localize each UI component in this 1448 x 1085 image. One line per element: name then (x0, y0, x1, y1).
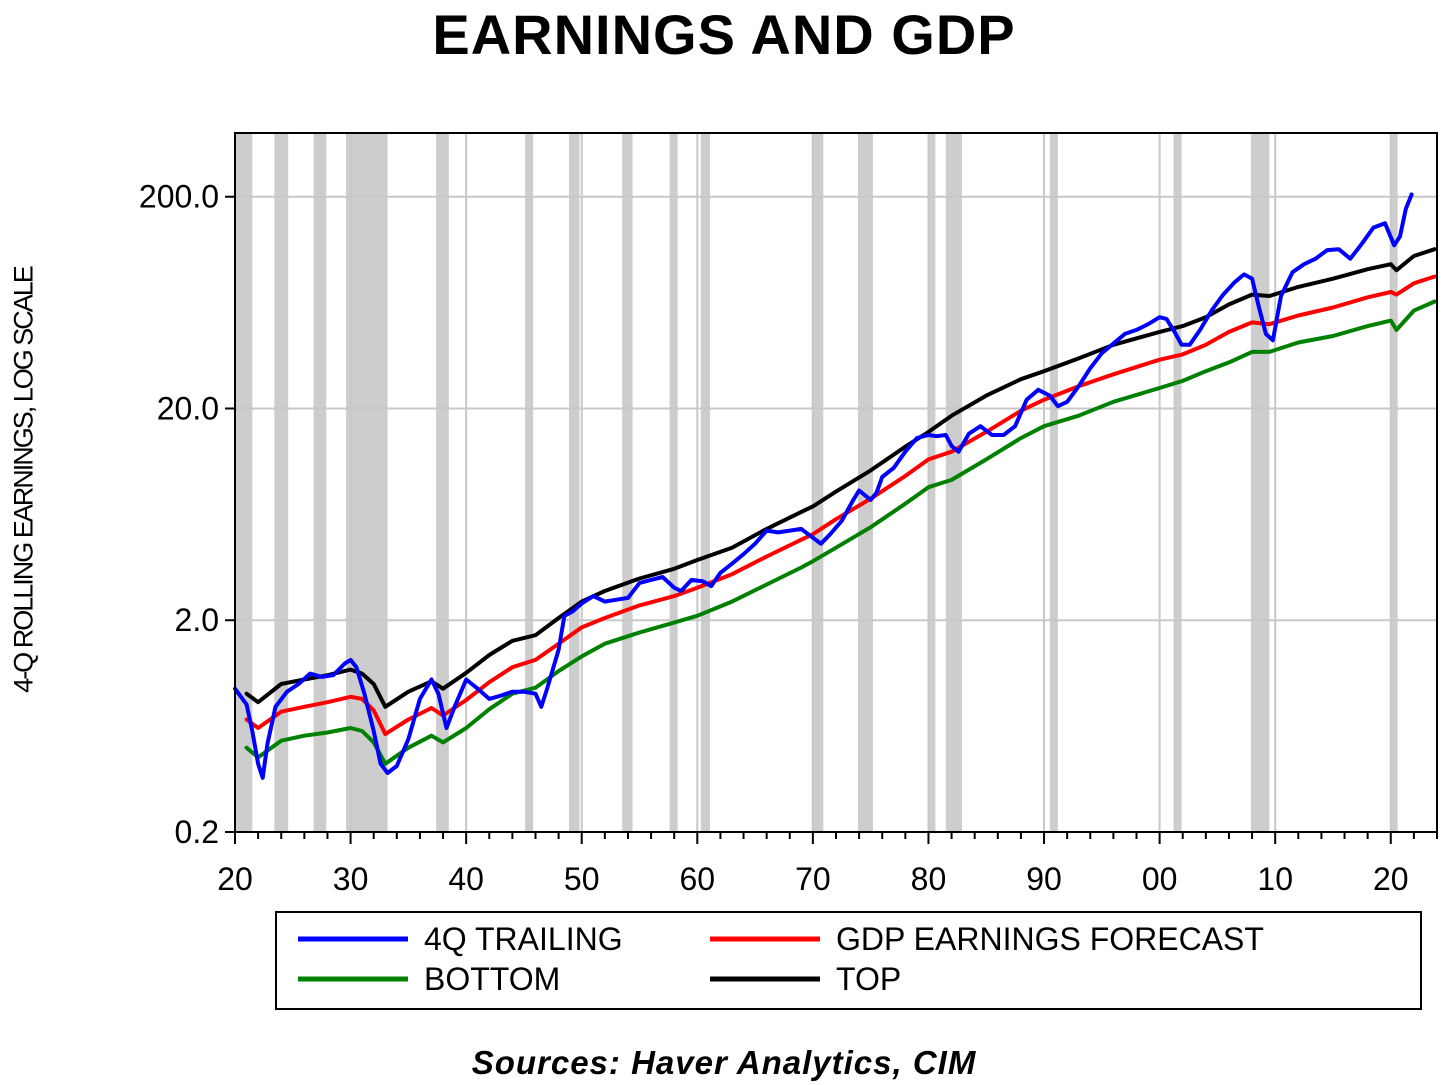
recession-band (700, 133, 711, 832)
recession-band (857, 133, 873, 832)
y-tick-label: 0.2 (175, 814, 219, 850)
legend: 4Q TRAILING GDP EARNINGS FORECAST BOTTOM TO… (275, 911, 1422, 1010)
recession-band (525, 133, 534, 832)
y-tick: 20.0 (157, 390, 235, 426)
series-line-gdp-earnings-forecast (244, 274, 1437, 737)
x-tick-label: 00 (1142, 861, 1178, 897)
y-tick-label: 200.0 (139, 179, 219, 215)
recession-band (622, 133, 633, 832)
series-line-4q-trailing (233, 192, 1414, 780)
recession-band (235, 133, 253, 832)
recession-bands (235, 133, 1398, 832)
recession-band (1173, 133, 1182, 832)
recession-band (945, 133, 962, 832)
x-tick-label: 80 (911, 861, 947, 897)
legend-box (275, 911, 1422, 1010)
y-tick-label: 20.0 (157, 390, 219, 426)
x-tick-label: 10 (1257, 861, 1293, 897)
legend-label: GDP EARNINGS FORECAST (836, 921, 1264, 957)
y-axis-ticks: 0.2 2.0 20.0 200.0 (139, 179, 235, 850)
x-tick-label: 70 (795, 861, 831, 897)
x-tick-label: 90 (1026, 861, 1062, 897)
legend-item: BOTTOM (298, 961, 560, 997)
recession-band (569, 133, 580, 832)
source-note: Sources: Haver Analytics, CIM (471, 1044, 977, 1081)
legend-label: BOTTOM (424, 961, 560, 997)
recession-band (811, 133, 824, 832)
y-tick: 2.0 (175, 602, 235, 638)
y-tick-label: 2.0 (175, 602, 219, 638)
recession-band (345, 133, 388, 832)
recession-band (1250, 133, 1270, 832)
x-tick-label: 20 (1373, 861, 1409, 897)
recession-band (436, 133, 449, 832)
x-tick-label: 40 (448, 861, 484, 897)
legend-item: TOP (710, 961, 901, 997)
recession-band (313, 133, 327, 832)
x-tick-label: 20 (217, 861, 253, 897)
series-line-top (244, 247, 1437, 709)
recession-band (669, 133, 678, 832)
y-tick: 200.0 (139, 179, 235, 215)
y-tick: 0.2 (175, 814, 235, 850)
recession-band (1049, 133, 1058, 832)
legend-item: 4Q TRAILING (298, 921, 623, 957)
recession-band (274, 133, 289, 832)
x-axis-ticks: 20 30 40 50 60 70 80 90 00 10 20 (217, 832, 1438, 897)
chart-title: EARNINGS AND GDP (432, 3, 1016, 66)
recession-band (928, 133, 936, 832)
x-tick-label: 30 (333, 861, 369, 897)
series-line-bottom (244, 299, 1437, 766)
legend-item: GDP EARNINGS FORECAST (710, 921, 1264, 957)
x-tick-label: 50 (564, 861, 600, 897)
legend-label: TOP (836, 961, 901, 997)
x-tick-label: 60 (680, 861, 716, 897)
series-lines (233, 192, 1437, 780)
legend-label: 4Q TRAILING (424, 921, 623, 957)
recession-band (1390, 133, 1398, 832)
